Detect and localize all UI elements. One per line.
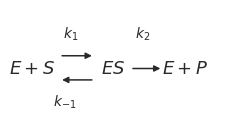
Text: $k_{-1}$: $k_{-1}$ (54, 94, 77, 111)
Text: $E + P$: $E + P$ (163, 59, 209, 78)
Text: $ES$: $ES$ (102, 59, 126, 78)
Text: $k_1$: $k_1$ (63, 26, 79, 43)
Text: $k_2$: $k_2$ (136, 26, 151, 43)
Text: $E + S$: $E + S$ (9, 59, 55, 78)
